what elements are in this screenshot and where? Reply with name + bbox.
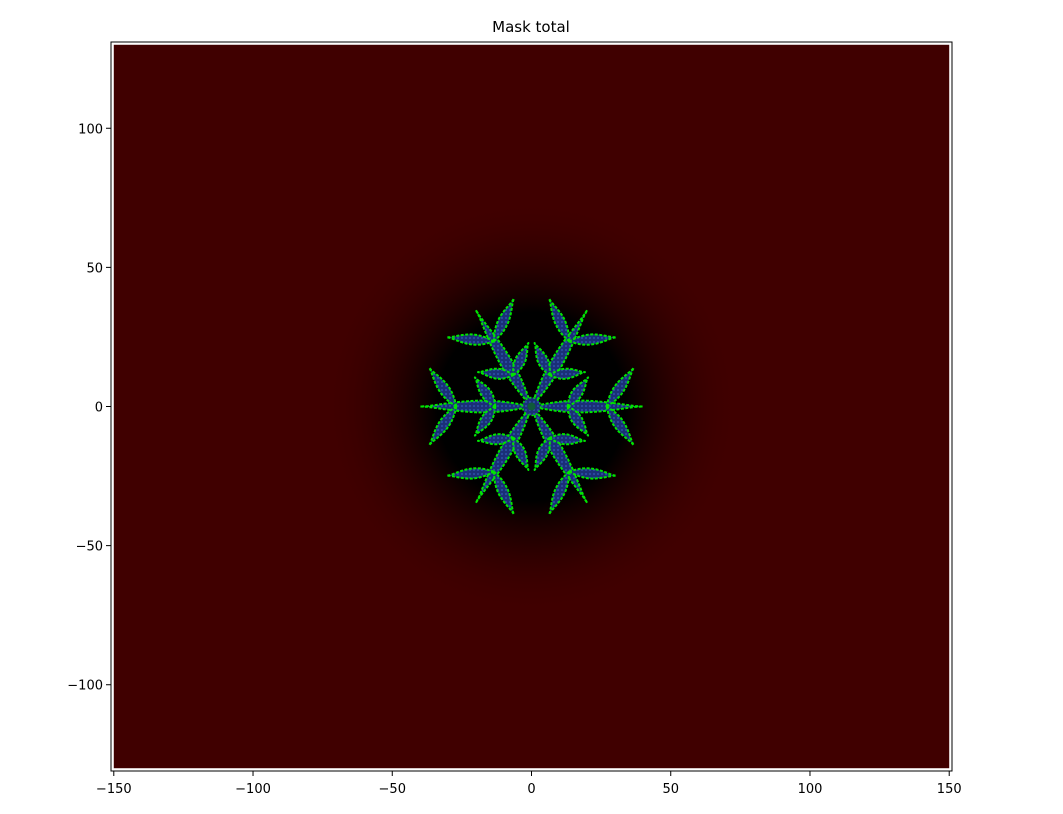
crystal-side-branch: [473, 376, 497, 408]
crystal-side-branch: [533, 342, 551, 377]
y-tick-label: −100: [67, 679, 103, 694]
x-tick-label: −150: [96, 782, 132, 797]
crystal-side-branch: [512, 342, 530, 377]
y-tick-label: 50: [86, 261, 103, 276]
y-axis: −100 −50 0 50 100: [67, 122, 111, 694]
crystal-side-branch: [492, 470, 515, 516]
y-tick-label: −50: [76, 540, 103, 555]
plot-area: [113, 44, 950, 769]
crystal-side-branch: [566, 405, 590, 437]
x-tick-label: −100: [235, 782, 271, 797]
crystal-side-branch: [548, 297, 571, 343]
crystal-side-branch: [533, 436, 551, 471]
crystal-core-inner: [527, 402, 536, 411]
crystal-side-branch: [568, 467, 618, 480]
y-tick-label: 100: [78, 122, 103, 137]
x-tick-label: 100: [798, 782, 823, 797]
chart-title: Mask total: [492, 18, 570, 36]
crystal-side-branch: [428, 366, 458, 408]
y-tick-label: 0: [95, 401, 103, 416]
crystal-side-branch: [477, 433, 515, 446]
crystal-side-branch: [605, 366, 635, 408]
crystal-side-branch: [512, 436, 530, 471]
crystal-side-branch: [445, 333, 495, 346]
x-tick-label: 150: [937, 782, 962, 797]
crystal-side-branch: [568, 333, 618, 346]
x-tick-label: 0: [527, 782, 535, 797]
snowflake-crystal: [419, 297, 644, 516]
x-tick-label: 50: [662, 782, 679, 797]
crystal-side-branch: [473, 405, 497, 437]
crystal-side-branch: [492, 297, 515, 343]
crystal-side-branch: [428, 405, 458, 447]
crystal-side-branch: [548, 470, 571, 516]
x-axis: −150 −100 −50 0 50 100 150: [96, 771, 962, 797]
crystal-side-branch: [605, 405, 635, 447]
crystal-side-branch: [445, 467, 495, 480]
crystal-side-branch: [566, 376, 590, 408]
crystal-side-branch: [548, 433, 586, 446]
x-tick-label: −50: [379, 782, 406, 797]
crystal-side-branch: [477, 367, 515, 380]
crystal-side-branch: [548, 367, 586, 380]
